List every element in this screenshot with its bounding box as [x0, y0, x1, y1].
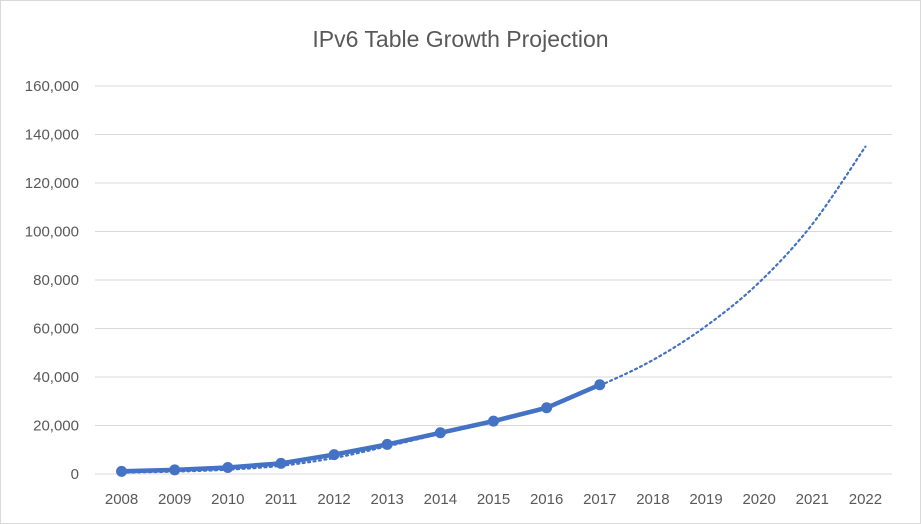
x-tick-label: 2015 — [477, 491, 510, 508]
series-line — [119, 382, 603, 474]
data-point — [594, 379, 606, 391]
data-point — [328, 449, 340, 461]
chart-title: IPv6 Table Growth Projection — [312, 26, 609, 52]
y-tick-label: 100,000 — [25, 224, 79, 241]
x-tick-label: 2016 — [530, 491, 563, 508]
x-tick-label: 2010 — [211, 491, 244, 508]
data-point — [488, 415, 499, 427]
x-tick-label: 2011 — [265, 491, 297, 508]
x-tick-label: 2014 — [424, 491, 457, 508]
data-point — [222, 461, 234, 473]
y-tick-label: 120,000 — [25, 175, 79, 192]
gridlines — [95, 85, 892, 475]
y-axis-tick-labels: 0 20,000 40,000 60,000 80,000 100,000 120,000 1… — [25, 78, 79, 483]
x-tick-label: 2018 — [636, 491, 669, 508]
y-tick-label: 20,000 — [33, 418, 79, 435]
data-point — [275, 457, 287, 469]
x-tick-label: 2019 — [689, 491, 722, 508]
x-axis-tick-labels: 2008 2009 2010 2011 2012 2013 2014 2015 2016 2017… — [105, 491, 882, 508]
y-tick-label: 60,000 — [33, 321, 79, 338]
x-tick-label: 2009 — [158, 491, 191, 508]
x-tick-label: 2012 — [317, 491, 350, 508]
y-tick-label: 0 — [71, 466, 79, 483]
trend-line — [120, 145, 867, 474]
data-point — [116, 465, 128, 477]
x-tick-label: 2017 — [583, 491, 616, 508]
x-tick-label: 2022 — [849, 491, 882, 508]
y-tick-label: 140,000 — [25, 127, 79, 144]
x-tick-label: 2020 — [742, 491, 775, 508]
x-tick-label: 2008 — [105, 491, 138, 508]
data-point — [381, 438, 393, 450]
series-lines — [116, 145, 867, 477]
y-tick-label: 80,000 — [33, 272, 79, 289]
data-point — [541, 402, 553, 414]
y-tick-label: 40,000 — [33, 369, 79, 386]
y-tick-label: 160,000 — [25, 78, 79, 95]
data-point — [434, 427, 446, 439]
data-point — [169, 464, 181, 476]
x-tick-label: 2021 — [796, 491, 829, 508]
x-tick-label: 2013 — [371, 491, 404, 508]
